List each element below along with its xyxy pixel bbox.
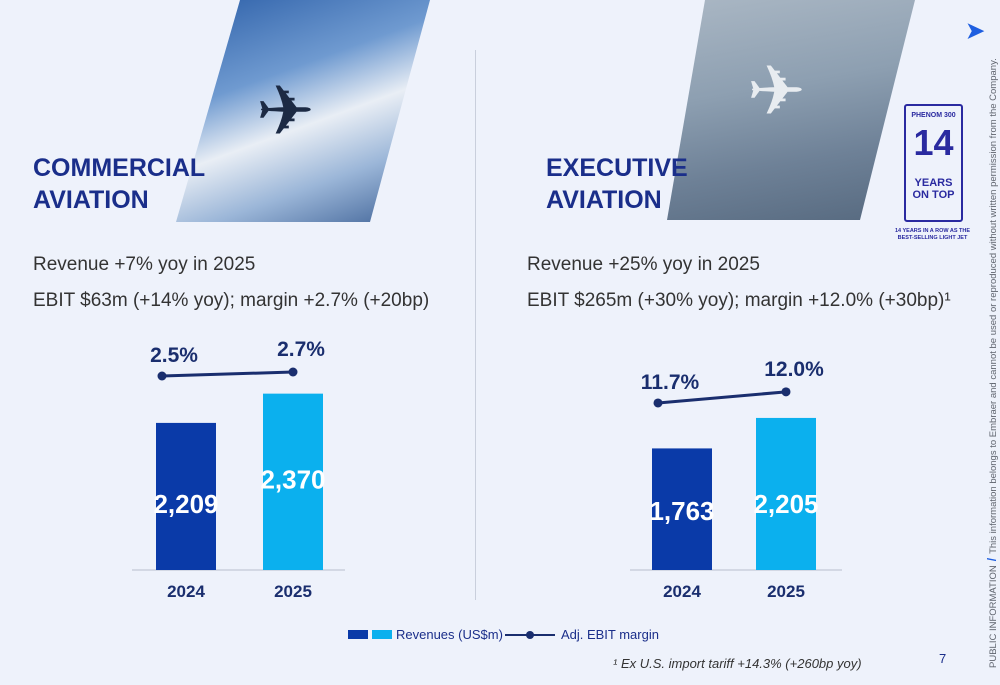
phenom-badge: PHENOM 300 14 YEARS ON TOP [904,104,963,222]
footnote: ¹ Ex U.S. import tariff +14.3% (+260bp y… [613,656,862,671]
legend-revenues: Revenues (US$m) [396,627,503,642]
caption-line: BEST-SELLING LIGHT JET [897,235,968,241]
legend-line-marker-icon [504,630,555,639]
bar-value-label: 2,205 [753,489,818,519]
title-line: EXECUTIVE [546,154,688,182]
margin-point [653,398,663,408]
page-number: 7 [939,651,947,666]
revenue-bar [756,417,816,570]
badge-line: ON TOP [912,189,955,201]
legend-swatch-2025 [372,630,392,639]
margin-point [781,387,791,397]
badge-line: YEARS [914,177,953,189]
margin-value-label: 2.5% [150,344,198,367]
x-tick-label: 2025 [767,582,805,601]
revenue-bar [652,448,712,570]
legend-margin: Adj. EBIT margin [560,627,659,642]
section-divider [475,50,476,600]
airplane-icon: ✈ [256,72,315,150]
bar-value-label: 1,763 [649,496,714,526]
caption-line: 14 YEARS IN A ROW AS THE [894,228,971,234]
legend-swatch-2024 [348,630,368,639]
executive-title: EXECUTIVE AVIATION [546,152,688,216]
margin-value-label: 2.7% [277,338,325,361]
margin-value-label: 11.7% [641,371,700,394]
executive-revenue-text: Revenue +25% yoy in 2025 [527,254,760,275]
badge-brand: PHENOM 300 [911,112,956,119]
title-line: COMMERCIAL [33,154,206,182]
airplane-icon: ✈ [747,52,806,130]
revenue-bar [263,393,323,570]
margin-point [288,367,298,377]
x-tick-label: 2025 [274,582,312,601]
title-line: AVIATION [33,186,149,214]
commercial-ebit-text: EBIT $63m (+14% yoy); margin +2.7% (+20b… [33,290,430,311]
commercial-title: COMMERCIAL AVIATION [33,152,205,216]
x-tick-label: 2024 [167,582,205,601]
margin-line [161,370,294,378]
arrow-right-icon[interactable]: ➤ [966,18,985,43]
bar-value-label: 2,209 [153,489,218,519]
badge-caption: 14 YEARS IN A ROW AS THE BEST-SELLING LI… [880,228,985,242]
commercial-revenue-text: Revenue +7% yoy in 2025 [33,254,256,275]
badge-number: 14 [913,122,954,163]
margin-value-label: 12.0% [764,358,824,381]
x-tick-label: 2024 [663,582,701,601]
bar-value-label: 2,370 [260,465,325,495]
revenue-bar [156,422,216,570]
legend: Revenues (US$m) Adj. EBIT margin [348,627,659,642]
title-line: AVIATION [546,186,662,214]
margin-point [157,371,167,381]
executive-ebit-text: EBIT $265m (+30% yoy); margin +12.0% (+3… [527,290,951,311]
margin-line [657,390,787,405]
